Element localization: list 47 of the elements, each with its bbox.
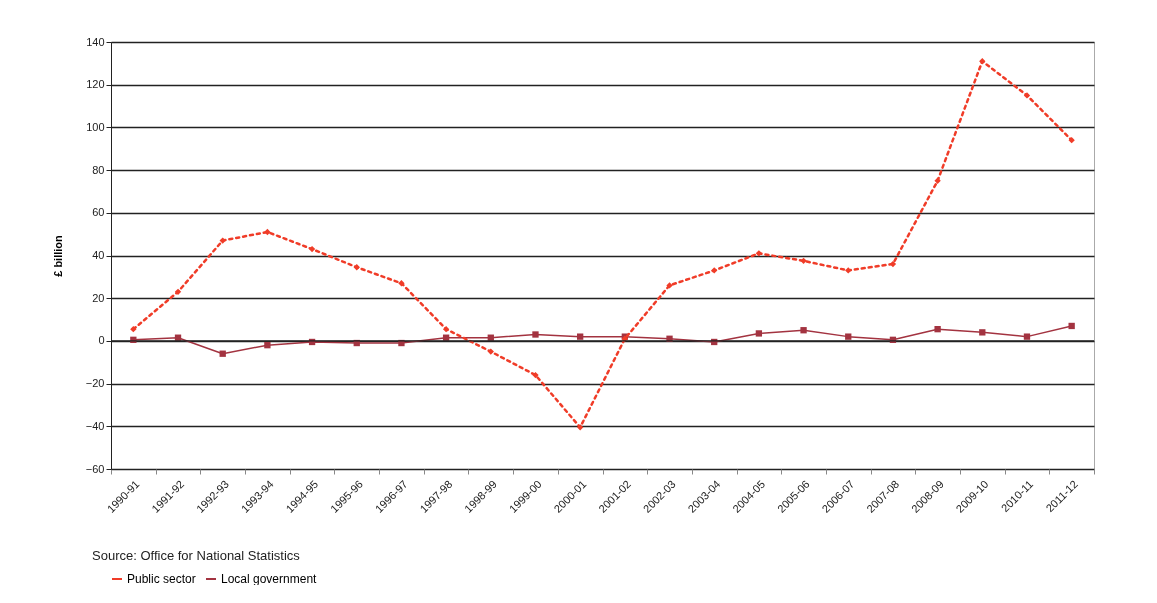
point [1068,137,1075,144]
point [130,326,137,333]
point [174,288,182,295]
point [219,350,226,357]
point [800,257,807,264]
point [577,424,584,431]
legend-label: Public sector [127,572,196,586]
y-tick-label: 100 [86,120,105,133]
point [264,342,271,349]
y-tick-label: 40 [92,249,105,261]
point [442,326,450,333]
y-tick-label: 0 [98,334,105,347]
point [487,348,494,355]
point [934,326,941,333]
point [1023,92,1031,99]
point [845,333,852,340]
point [353,264,360,271]
point [532,331,539,338]
point [711,267,718,274]
point [800,327,807,334]
y-tick-label: 60 [92,206,105,219]
y-tick-label: −40 [85,419,105,432]
point [755,330,763,337]
point [577,333,584,340]
point [1068,322,1075,330]
y-tick-label: −20 [85,377,105,390]
source-note: Source: Office for National Statistics [92,548,300,563]
point [532,371,539,379]
point [845,267,852,274]
point [755,250,763,257]
y-tick-label: 120 [86,78,105,91]
point [979,329,986,336]
y-axis-title: £ billion [51,234,64,277]
point [889,260,897,268]
point [934,177,941,184]
point [666,282,673,289]
point [219,237,226,244]
point [398,280,405,287]
point [979,58,986,65]
point [308,245,316,253]
y-tick-label: 80 [92,163,105,176]
point [264,228,271,236]
point [1023,333,1031,340]
y-tick-label: 140 [86,35,105,48]
y-tick-label: 20 [92,291,105,304]
y-tick-label: −60 [85,462,105,475]
legend-label: Local government [221,572,318,586]
